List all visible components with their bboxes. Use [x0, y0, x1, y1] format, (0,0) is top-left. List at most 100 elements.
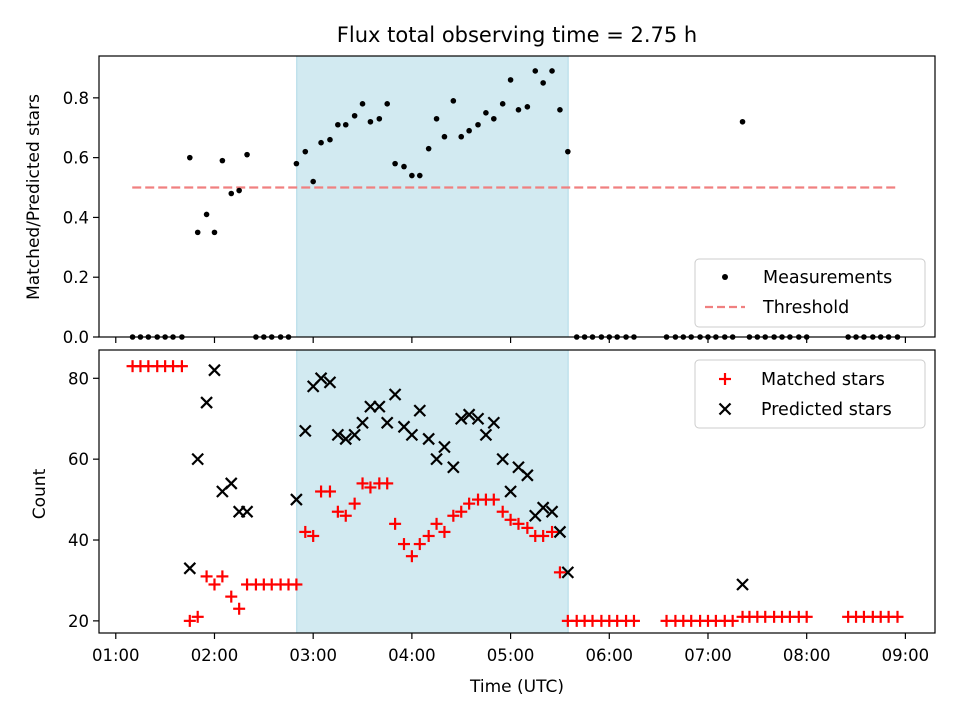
predicted-star-point-b	[405, 428, 419, 442]
measurement-point	[565, 148, 571, 155]
matched-star-point	[225, 590, 238, 603]
legend-measurement-marker	[722, 274, 728, 280]
predicted-star-point	[191, 452, 204, 466]
matched-star-point	[447, 509, 460, 522]
matched-star-point	[381, 477, 394, 490]
predicted-star-point	[373, 400, 386, 413]
matched-star-point	[183, 614, 196, 627]
predicted-star-point-b	[512, 460, 525, 474]
legend-matched-label: Matched stars	[761, 370, 885, 390]
measurement-point	[499, 101, 506, 107]
measurement-point	[318, 139, 324, 146]
matched-star-point	[496, 505, 509, 518]
legend-threshold-label: Threshold	[762, 298, 849, 318]
matched-star-point	[208, 578, 221, 591]
measurement-point	[540, 80, 546, 86]
bottom-x-tick-label: 03:00	[289, 646, 337, 665]
matched-star-point	[364, 481, 377, 494]
measurement-point	[244, 151, 250, 158]
predicted-star-point	[553, 525, 567, 539]
predicted-star-point	[736, 578, 749, 591]
predicted-star-point	[430, 452, 443, 466]
bottom-y-tick-label: 40	[68, 531, 89, 550]
predicted-star-point	[471, 412, 485, 426]
bottom-legend-box	[694, 359, 926, 429]
bottom-y-tick-label: 60	[68, 450, 89, 469]
bottom-x-tick-label: 01:00	[92, 646, 140, 665]
matched-star-point	[553, 566, 566, 579]
matched-star-point	[348, 497, 361, 510]
measurement-point	[293, 160, 300, 167]
predicted-star-point-b	[438, 440, 451, 454]
predicted-star-point	[290, 493, 303, 506]
top-legend: Measurements Threshold	[694, 258, 926, 328]
matched-star-point	[307, 529, 320, 542]
measurement-point	[327, 136, 333, 143]
predicted-star-point-b	[373, 400, 386, 413]
matched-star-point	[455, 505, 468, 518]
bottom-x-tick-label: 07:00	[684, 646, 732, 665]
measurement-point	[416, 172, 423, 179]
top-plot-frame	[98, 55, 936, 338]
top-x-axis-ticks	[115, 337, 906, 343]
matched-star-point	[627, 614, 640, 627]
measurement-point	[532, 68, 539, 74]
predicted-star-point	[314, 372, 328, 385]
predicted-star-point	[438, 440, 451, 454]
predicted-star-point-b	[545, 505, 559, 518]
predicted-star-point	[504, 485, 517, 498]
measurement-point	[466, 127, 472, 134]
matched-star-point	[438, 525, 451, 538]
matched-star-point	[397, 538, 410, 551]
predicted-star-point	[479, 428, 493, 442]
legend-measurements-label: Measurements	[763, 268, 892, 288]
predicted-star-point	[299, 424, 312, 438]
predicted-star-point-b	[388, 388, 402, 401]
top-y-tick-label: 0.0	[63, 328, 89, 347]
matched-star-point	[512, 517, 525, 530]
matched-star-point	[891, 610, 904, 623]
matched-star-point	[800, 610, 813, 623]
measurement-point	[557, 107, 563, 113]
bottom-x-tick-label: 02:00	[191, 646, 239, 665]
bottom-y-tick-label: 80	[68, 369, 89, 388]
measurement-point	[549, 68, 555, 74]
predicted-star-point-b	[240, 505, 254, 518]
measurement-point	[359, 101, 366, 107]
measurement-point	[458, 133, 465, 140]
x-axis-label: Time (UTC)	[469, 677, 564, 697]
predicted-star-point	[183, 562, 197, 575]
matched-star-point	[331, 505, 344, 518]
measurement-point	[524, 104, 531, 110]
predicted-star-point-b	[471, 412, 485, 426]
top-panel: 0.00.20.40.60.8 Matched/Predicted stars …	[24, 55, 936, 347]
measurement-point	[194, 229, 201, 236]
bottom-x-tick-label: 04:00	[388, 646, 436, 665]
matched-star-point	[299, 525, 312, 538]
matched-star-point	[521, 521, 534, 534]
measurement-point	[351, 112, 358, 119]
measurement-point	[475, 121, 481, 128]
predicted-star-point-b	[454, 412, 468, 426]
matched-star-point	[175, 360, 188, 373]
predicted-star-point	[487, 416, 501, 430]
measurement-point	[342, 121, 349, 128]
matched-star-point	[413, 538, 426, 551]
measurement-point	[515, 107, 522, 113]
matched-star-point	[339, 509, 352, 522]
bottom-x-tick-label: 09:00	[882, 646, 930, 665]
predicted-star-point	[536, 501, 550, 514]
top-legend-box	[694, 258, 926, 328]
predicted-star-point	[331, 428, 345, 442]
predicted-star-point-b	[314, 372, 328, 385]
measurement-point	[409, 172, 415, 179]
measurement-point	[376, 115, 383, 122]
measurement-point	[310, 178, 316, 185]
predicted-star-point	[422, 432, 435, 446]
measurement-point	[367, 118, 374, 125]
predicted-star-point-b	[736, 578, 749, 591]
predicted-star-point-b	[487, 416, 501, 430]
measurement-point	[384, 101, 391, 107]
